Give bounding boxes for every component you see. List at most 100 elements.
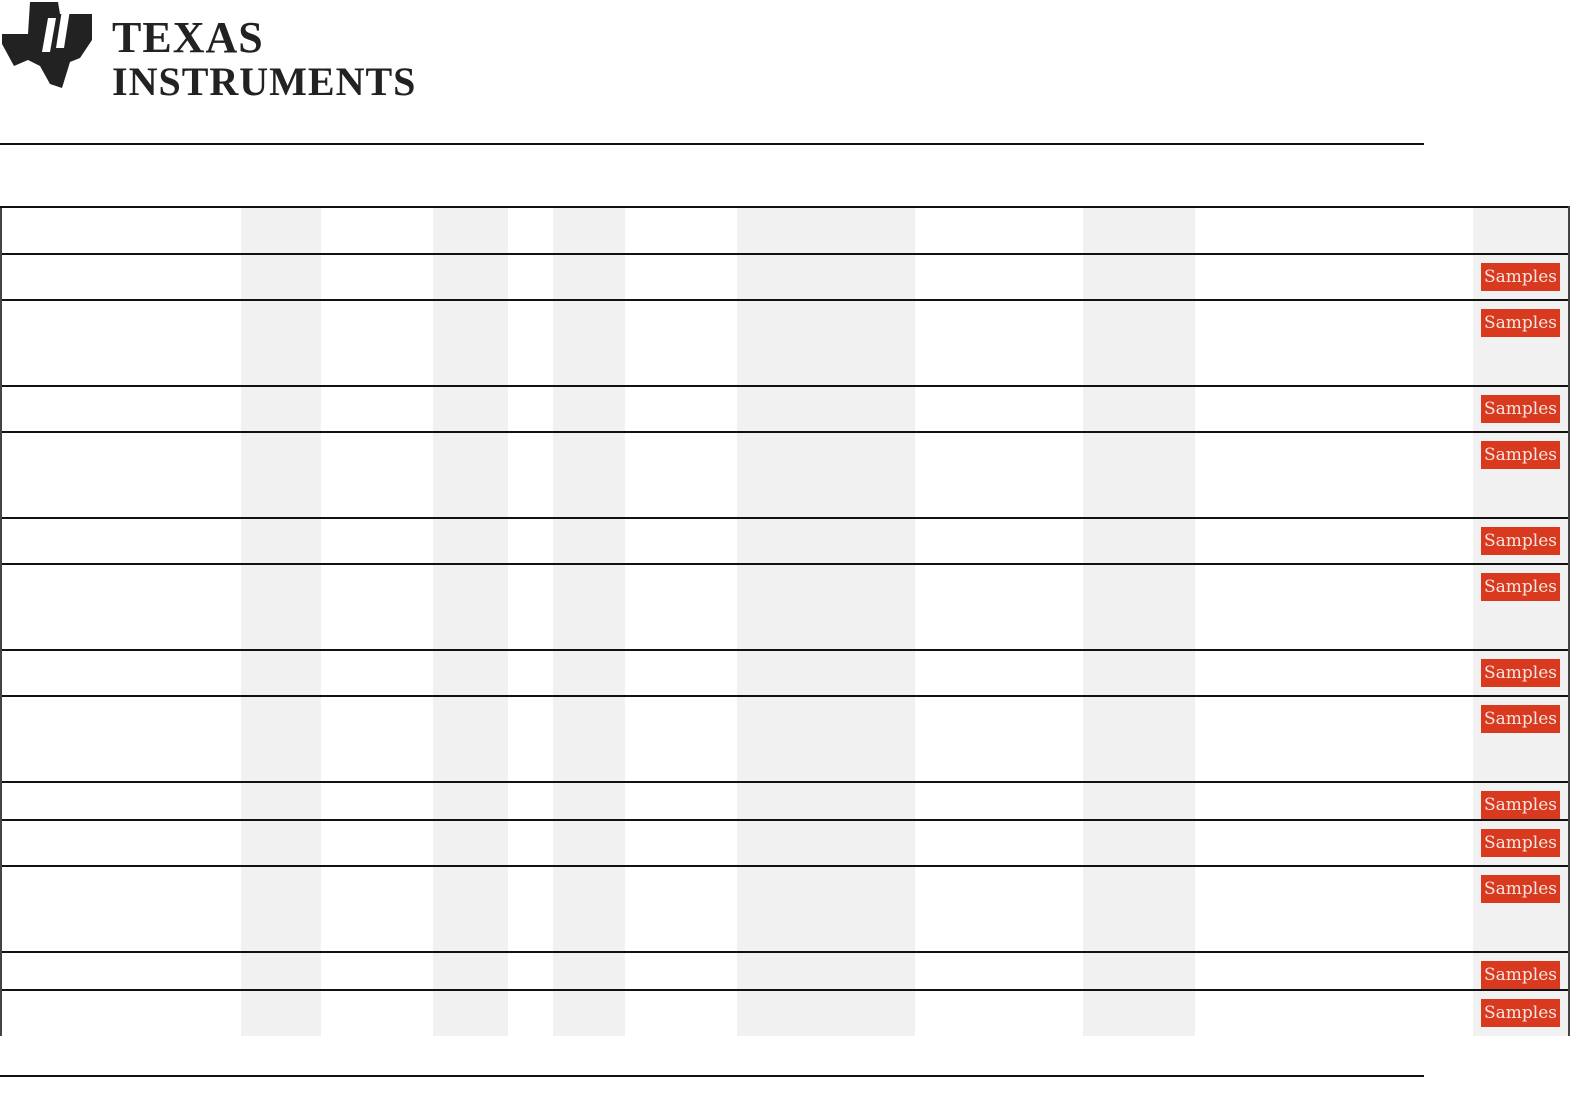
table-cell	[0, 563, 241, 650]
table-cell	[553, 649, 625, 696]
samples-button[interactable]: Samples	[1481, 791, 1560, 819]
table-cell	[1083, 385, 1195, 432]
table-cell	[1195, 206, 1473, 254]
table-cell	[915, 649, 1083, 696]
table-cell	[1195, 695, 1473, 782]
table-cell	[1083, 431, 1195, 518]
table-cell	[321, 431, 433, 518]
table-cell	[625, 781, 737, 820]
table-cell	[553, 865, 625, 952]
table-cell	[915, 431, 1083, 518]
table-cell	[508, 517, 553, 564]
samples-button[interactable]: Samples	[1481, 875, 1560, 903]
table-cell	[1083, 819, 1195, 866]
table-header-row	[0, 206, 1570, 254]
table-row: Samples	[0, 695, 1570, 782]
table-cell	[0, 989, 241, 1036]
table-cell	[0, 781, 241, 820]
table-cell	[508, 865, 553, 952]
table-cell	[321, 206, 433, 254]
table-cell	[321, 989, 433, 1036]
table-cell	[625, 695, 737, 782]
table-cell	[1083, 563, 1195, 650]
table-cell	[1083, 695, 1195, 782]
table-cell	[241, 206, 321, 254]
table-cell	[553, 989, 625, 1036]
samples-button[interactable]: Samples	[1481, 829, 1560, 857]
table-cell	[241, 649, 321, 696]
orderable-parts-table: Samples Samples Samples Samples Samples Sampl…	[0, 206, 1570, 1036]
samples-button[interactable]: Samples	[1481, 659, 1560, 687]
table-cell	[433, 206, 508, 254]
table-cell	[625, 951, 737, 990]
table-cell	[0, 865, 241, 952]
samples-button[interactable]: Samples	[1481, 441, 1560, 469]
table-cell: Samples	[1473, 299, 1570, 386]
table-cell	[737, 819, 915, 866]
table-cell	[915, 781, 1083, 820]
samples-button[interactable]: Samples	[1481, 705, 1560, 733]
table-cell	[1195, 649, 1473, 696]
table-cell	[0, 253, 241, 300]
table-cell	[1083, 951, 1195, 990]
table-cell	[915, 695, 1083, 782]
table-cell	[241, 865, 321, 952]
logo-text-line1: TEXAS	[112, 13, 264, 62]
table-cell	[553, 299, 625, 386]
table-cell	[0, 206, 241, 254]
table-cell	[1083, 517, 1195, 564]
header-divider	[0, 143, 1424, 145]
table-cell	[1083, 865, 1195, 952]
table-cell	[1083, 206, 1195, 254]
table-row: Samples	[0, 563, 1570, 650]
table-cell	[321, 819, 433, 866]
table-cell	[737, 385, 915, 432]
table-cell	[508, 385, 553, 432]
logo-text-line2: INSTRUMENTS	[112, 59, 417, 104]
samples-button[interactable]: Samples	[1481, 263, 1560, 291]
table-cell	[625, 989, 737, 1036]
table-cell	[321, 951, 433, 990]
table-cell	[553, 563, 625, 650]
table-cell: Samples	[1473, 385, 1570, 432]
table-cell	[0, 951, 241, 990]
footer-divider	[0, 1075, 1424, 1077]
table-cell	[321, 649, 433, 696]
table-cell	[433, 989, 508, 1036]
table-cell	[625, 206, 737, 254]
table-cell	[737, 781, 915, 820]
table-cell	[0, 819, 241, 866]
table-cell	[241, 563, 321, 650]
samples-button[interactable]: Samples	[1481, 527, 1560, 555]
table-cell	[433, 819, 508, 866]
table-cell	[915, 299, 1083, 386]
table-cell	[737, 989, 915, 1036]
table-row: Samples	[0, 299, 1570, 386]
table-cell	[625, 299, 737, 386]
table-cell	[625, 865, 737, 952]
table-cell: Samples	[1473, 951, 1570, 990]
table-cell	[737, 517, 915, 564]
table-cell	[508, 563, 553, 650]
table-cell	[433, 695, 508, 782]
table-cell	[433, 649, 508, 696]
samples-button[interactable]: Samples	[1481, 961, 1560, 989]
table-cell	[553, 819, 625, 866]
samples-button[interactable]: Samples	[1481, 573, 1560, 601]
table-cell	[508, 819, 553, 866]
samples-button[interactable]: Samples	[1481, 309, 1560, 337]
table-cell	[553, 517, 625, 564]
table-cell	[915, 253, 1083, 300]
table-cell: Samples	[1473, 781, 1570, 820]
samples-button[interactable]: Samples	[1481, 999, 1560, 1027]
table-cell	[553, 431, 625, 518]
table-cell	[553, 253, 625, 300]
samples-button[interactable]: Samples	[1481, 395, 1560, 423]
table-cell	[508, 431, 553, 518]
table-cell	[321, 517, 433, 564]
table-cell	[241, 431, 321, 518]
table-cell	[737, 206, 915, 254]
table-row: Samples	[0, 253, 1570, 300]
table-cell: Samples	[1473, 253, 1570, 300]
table-cell	[737, 431, 915, 518]
